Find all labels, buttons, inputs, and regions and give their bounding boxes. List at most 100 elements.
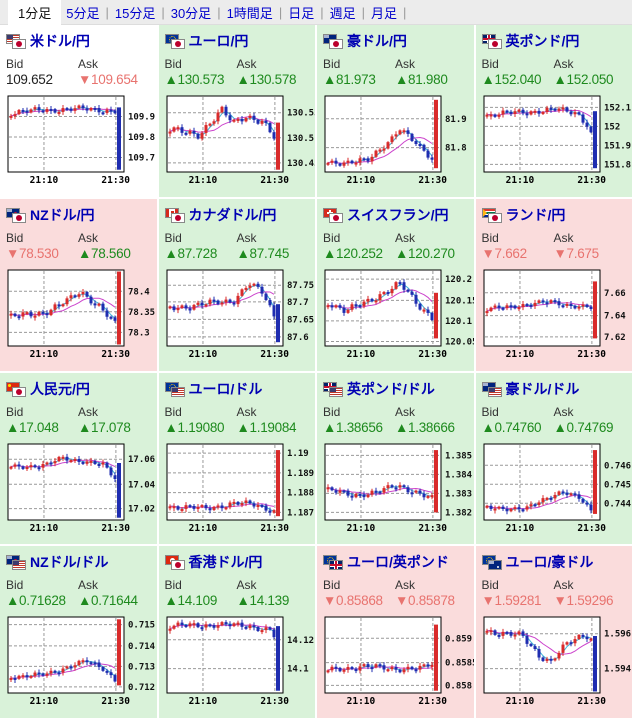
ask-label: Ask [78,404,99,419]
mini-candle-chart: 0.715 0.714 0.713 0.712 21:10 21:30 [7,616,156,707]
flag-pair [323,33,344,49]
svg-text:21:30: 21:30 [418,523,447,534]
jp-flag-icon [329,39,343,49]
pair-header: 豪ドル/円 [323,29,474,53]
svg-text:120.1: 120.1 [445,317,472,327]
ask-label: Ask [395,578,416,593]
pair-header: NZドル/円 [6,203,157,227]
timeframe-tab-0[interactable]: 1分足 [8,0,62,25]
pair-panel-eur-jpy[interactable]: ユーロ/円 Bid Ask ▲130.573 ▲130.578 130.5513… [158,25,315,197]
mini-candle-chart: 78.4 78.35 78.3 21:10 21:30 [7,269,155,360]
pair-panel-nzd-usd[interactable]: NZドル/ドル Bid Ask ▲0.71628 ▲0.71644 0.715 0… [0,546,157,718]
ask-label: Ask [78,230,99,245]
ask-value: ▲81.980 [395,72,448,87]
bid-ask-labels: Bid Ask [165,405,316,420]
pair-panel-hkd-jpy[interactable]: 香港ドル/円 Bid Ask ▲14.109 ▲14.139 14.12 14.1… [158,546,316,718]
svg-text:21:30: 21:30 [260,696,289,707]
pair-panel-gbp-jpy[interactable]: 英ポンド/円 Bid Ask ▲152.040 ▲152.050 152.1 15… [475,25,632,197]
ask-label: Ask [395,57,416,71]
ask-label: Ask [236,57,257,71]
pair-panel-cad-jpy[interactable]: カナダドル/円 Bid Ask ▲87.728 ▲87.745 87.75 87.… [158,198,315,371]
svg-text:21:30: 21:30 [101,349,130,360]
pair-panel-eur-gbp[interactable]: ユーロ/英ポンド Bid Ask ▼0.85868 ▼0.85878 0.859… [317,546,474,718]
svg-text:21:30: 21:30 [418,349,447,360]
jp-flag-icon [12,386,26,397]
ask-label: Ask [553,230,574,245]
svg-text:21:30: 21:30 [577,175,606,186]
svg-text:120.15: 120.15 [445,296,474,306]
svg-text:21:10: 21:10 [30,523,59,534]
tab-separator: | [217,4,221,20]
pair-panel-eur-usd[interactable]: ユーロ/ドル Bid Ask ▲1.19080 ▲1.19084 1.19 1.1… [158,372,316,545]
svg-text:21:10: 21:10 [188,696,217,707]
pair-panel-cny-jpy[interactable]: 人民元/円 Bid Ask ▲17.048 ▲17.078 17.06 17.04… [0,372,157,545]
pair-panel-aud-usd[interactable]: 豪ドル/ドル Bid Ask ▲0.74760 ▲0.74769 0.746 0.… [475,372,632,545]
timeframe-tab-1[interactable]: 5分足 [66,5,100,21]
pair-name: スイスフラン/円 [347,206,449,223]
jp-flag-icon [12,212,26,223]
flag-pair [481,554,503,571]
timeframe-tab-3[interactable]: 30分足 [170,5,212,21]
timeframe-tab-4[interactable]: 1時間足 [226,5,273,21]
bid-ask-labels: Bid Ask [165,578,316,593]
ask-value: ▲78.560 [78,245,131,261]
svg-text:21:10: 21:10 [347,349,376,360]
bid-value: ▲87.728 [164,245,218,261]
pair-name: ランド/円 [505,206,566,223]
svg-text:152: 152 [604,122,620,132]
pair-panel-usd-jpy[interactable]: 米ドル/円 Bid Ask 109.652 ▼109.654 109.9 109.… [0,25,157,197]
ask-value: ▲152.050 [553,72,614,87]
svg-text:0.712: 0.712 [128,683,155,693]
svg-text:0.859: 0.859 [445,635,472,645]
pair-panel-zar-jpy[interactable]: ランド/円 Bid Ask ▼7.662 ▼7.675 7.66 7.64 7.62… [475,198,632,371]
timeframe-tab-6[interactable]: 週足 [329,5,356,21]
pair-name: 豪ドル/円 [347,33,407,49]
pair-panel-chf-jpy[interactable]: スイスフラン/円 Bid Ask ▲120.252 ▲120.270 120.2… [317,198,474,371]
bid-label: Bid [481,57,499,71]
svg-text:0.858: 0.858 [445,682,472,692]
bid-ask-values: ▲152.040 ▲152.050 [482,72,632,91]
svg-text:81.8: 81.8 [445,144,467,154]
jp-flag-icon [12,39,26,49]
pair-name: 英ポンド/円 [505,33,580,49]
ask-value: ▲130.578 [236,72,297,87]
svg-text:109.7: 109.7 [128,154,155,164]
pair-panel-aud-jpy[interactable]: 豪ドル/円 Bid Ask ▲81.973 ▲81.980 81.9 81.8 21… [317,25,474,197]
ask-value: ▲0.74769 [553,419,614,435]
ask-value: ▲87.745 [236,245,290,261]
timeframe-tab-7[interactable]: 月足 [371,5,398,21]
pair-header: ユーロ/ドル [164,377,316,401]
flag-pair [323,207,344,223]
pair-header: スイスフラン/円 [323,203,474,227]
flag-pair [164,207,186,223]
mini-candle-chart: 14.12 14.1 21:10 21:30 [166,616,314,707]
svg-text:21:10: 21:10 [30,349,59,360]
bid-value: 109.652 [6,72,53,87]
bid-value: ▼0.85868 [323,593,383,609]
candlestick-chart: 152.1 152 151.9 151.8 21:10 21:30 [482,94,632,191]
svg-text:151.8: 151.8 [604,160,631,170]
bid-label: Bid [323,230,341,245]
bid-value: ▼1.59281 [481,593,542,609]
pair-panel-nzd-jpy[interactable]: NZドル/円 Bid Ask ▼78.530 ▲78.560 78.4 78.35… [0,198,157,371]
candlestick-chart: 78.4 78.35 78.3 21:10 21:30 [6,268,157,365]
bid-ask-values: ▼78.530 ▲78.560 [6,246,157,265]
ask-value: ▼7.675 [553,245,600,261]
candlestick-chart: 7.66 7.64 7.62 21:10 21:30 [482,268,632,365]
svg-text:21:10: 21:10 [505,696,534,707]
pair-panel-eur-aud[interactable]: ユーロ/豪ドル Bid Ask ▼1.59281 ▼1.59296 1.596 1… [475,546,632,718]
mini-candle-chart: 87.75 87.7 87.65 87.6 21:10 21:30 [166,269,314,360]
pair-name: ユーロ/円 [188,33,249,49]
timeframe-tab-5[interactable]: 日足 [288,5,315,21]
pair-panel-gbp-usd[interactable]: 英ポンド/ドル Bid Ask ▲1.38656 ▲1.38666 1.385 1… [317,372,474,545]
mini-candle-chart: 0.746 0.745 0.744 21:10 21:30 [483,443,631,534]
pair-header: 英ポンド/円 [481,29,632,53]
pair-name: ユーロ/英ポンド [347,554,449,571]
candlestick-chart: 1.596 1.594 21:10 21:30 [482,615,632,712]
bid-value: ▼7.662 [481,245,528,261]
pair-name: 英ポンド/ドル [347,380,435,397]
timeframe-tab-2[interactable]: 15分足 [114,5,156,21]
svg-text:21:10: 21:10 [347,523,376,534]
mini-candle-chart: 17.06 17.04 17.02 21:10 21:30 [7,443,156,534]
pair-name: 豪ドル/ドル [505,380,580,397]
